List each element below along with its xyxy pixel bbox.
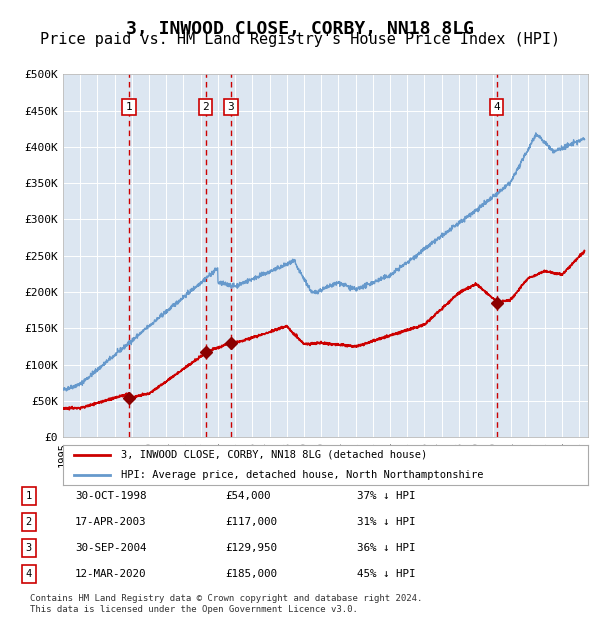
Text: Price paid vs. HM Land Registry's House Price Index (HPI): Price paid vs. HM Land Registry's House … [40, 32, 560, 47]
Text: £185,000: £185,000 [225, 569, 277, 579]
Text: 17-APR-2003: 17-APR-2003 [75, 517, 146, 527]
Text: Contains HM Land Registry data © Crown copyright and database right 2024.
This d: Contains HM Land Registry data © Crown c… [30, 595, 422, 614]
Text: £129,950: £129,950 [225, 543, 277, 553]
Text: 3: 3 [26, 543, 32, 553]
Text: 45% ↓ HPI: 45% ↓ HPI [357, 569, 415, 579]
Text: 30-OCT-1998: 30-OCT-1998 [75, 491, 146, 501]
Text: 3, INWOOD CLOSE, CORBY, NN18 8LG: 3, INWOOD CLOSE, CORBY, NN18 8LG [126, 20, 474, 38]
Text: 1: 1 [125, 102, 133, 112]
Text: 4: 4 [26, 569, 32, 579]
Text: 3: 3 [227, 102, 234, 112]
Text: 36% ↓ HPI: 36% ↓ HPI [357, 543, 415, 553]
Text: 1: 1 [26, 491, 32, 501]
Text: 31% ↓ HPI: 31% ↓ HPI [357, 517, 415, 527]
Text: £117,000: £117,000 [225, 517, 277, 527]
Text: HPI: Average price, detached house, North Northamptonshire: HPI: Average price, detached house, Nort… [121, 470, 483, 480]
Text: 12-MAR-2020: 12-MAR-2020 [75, 569, 146, 579]
Text: 37% ↓ HPI: 37% ↓ HPI [357, 491, 415, 501]
Text: 4: 4 [493, 102, 500, 112]
Text: 2: 2 [202, 102, 209, 112]
Text: 30-SEP-2004: 30-SEP-2004 [75, 543, 146, 553]
Text: 3, INWOOD CLOSE, CORBY, NN18 8LG (detached house): 3, INWOOD CLOSE, CORBY, NN18 8LG (detach… [121, 450, 427, 459]
Text: £54,000: £54,000 [225, 491, 271, 501]
Text: 2: 2 [26, 517, 32, 527]
